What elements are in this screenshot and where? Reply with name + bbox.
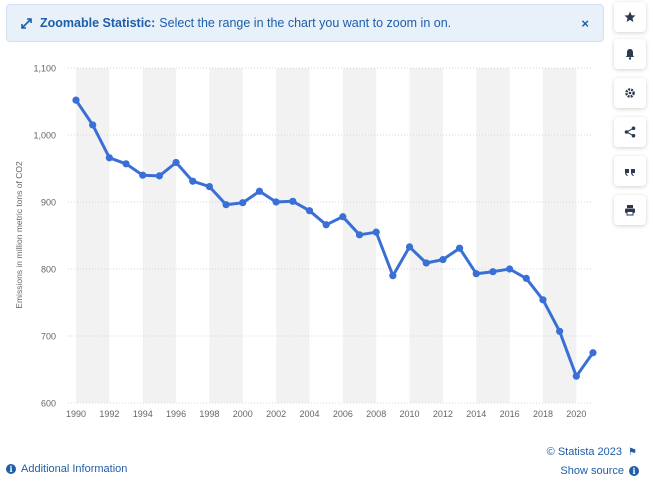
data-point[interactable] [589, 349, 597, 357]
x-axis-ticks: 1990 1992 1994 1996 1998 2000 2002 2004 2006 2008… [66, 409, 586, 419]
x-tick-label: 1990 [66, 409, 86, 419]
data-point[interactable] [422, 259, 430, 267]
banner-title: Zoomable Statistic: [40, 16, 156, 30]
data-point[interactable] [105, 154, 113, 162]
x-tick-label: 2020 [566, 409, 586, 419]
x-tick-label: 2008 [366, 409, 386, 419]
data-point[interactable] [272, 198, 280, 206]
gear-icon [625, 88, 635, 98]
data-point[interactable] [522, 274, 530, 282]
data-points [72, 96, 597, 380]
data-point[interactable] [355, 231, 364, 239]
quote-icon [625, 169, 635, 176]
y-tick-label: 700 [41, 332, 56, 342]
data-point[interactable] [489, 268, 497, 276]
data-point[interactable] [239, 199, 247, 207]
data-point[interactable] [539, 296, 547, 304]
cite-button[interactable] [614, 156, 646, 186]
background-band [209, 68, 243, 403]
x-tick-label: 1992 [99, 409, 119, 419]
background-band [409, 68, 443, 403]
data-point[interactable] [305, 207, 314, 215]
x-tick-label: 2002 [266, 409, 286, 419]
close-banner-button[interactable]: × [581, 16, 589, 31]
show-source-label: Show source [560, 465, 624, 477]
data-point[interactable] [205, 182, 214, 191]
share-button[interactable] [614, 117, 646, 147]
x-tick-label: 1994 [133, 409, 153, 419]
zoom-info-banner: Zoomable Statistic: Select the range in … [6, 4, 604, 42]
data-point[interactable] [389, 272, 397, 280]
print-icon [625, 205, 635, 216]
credit-label: © Statista 2023 [546, 446, 623, 458]
background-band [142, 68, 177, 403]
info-icon: i [629, 466, 639, 476]
x-tick-label: 2000 [233, 409, 253, 419]
data-point[interactable] [556, 327, 564, 335]
x-tick-label: 2010 [400, 409, 420, 419]
flag-icon: ⚑ [628, 446, 637, 458]
additional-information-label: Additional Information [21, 463, 128, 475]
y-tick-label: 800 [41, 265, 56, 275]
x-tick-label: 2006 [333, 409, 353, 419]
plot-background-bands [76, 68, 577, 403]
y-tick-label: 1,000 [33, 131, 56, 141]
data-point[interactable] [89, 121, 97, 129]
data-point[interactable] [222, 201, 230, 209]
background-band [276, 68, 310, 403]
statista-credit[interactable]: © Statista 2023 ⚑ [547, 446, 637, 458]
bell-icon [625, 49, 635, 60]
info-icon: i [6, 464, 16, 474]
y-axis-label: Emissions in million metric tons of CO2 [14, 161, 24, 309]
data-point[interactable] [339, 213, 347, 221]
y-tick-label: 600 [41, 399, 56, 409]
y-axis-ticks: 600 700 800 900 1,000 1,100 [33, 64, 56, 409]
data-point[interactable] [455, 244, 464, 252]
data-point[interactable] [372, 228, 380, 236]
data-point[interactable] [189, 177, 197, 185]
y-tick-label: 1,100 [33, 64, 56, 74]
star-icon [624, 11, 636, 22]
x-tick-label: 1996 [166, 409, 186, 419]
data-point[interactable] [289, 197, 297, 205]
data-point[interactable] [255, 187, 264, 195]
y-tick-label: 900 [41, 198, 56, 208]
additional-information-link[interactable]: i Additional Information [6, 463, 127, 475]
x-tick-label: 1998 [199, 409, 219, 419]
background-band [76, 68, 110, 403]
expand-arrows-icon [21, 17, 32, 29]
data-point[interactable] [439, 256, 447, 264]
data-point[interactable] [506, 265, 514, 273]
background-band [476, 68, 510, 403]
x-tick-label: 2016 [500, 409, 520, 419]
data-point[interactable] [472, 270, 480, 278]
data-point[interactable] [139, 171, 147, 179]
favorite-button[interactable] [614, 2, 646, 32]
data-point[interactable] [172, 158, 180, 167]
data-point[interactable] [155, 172, 163, 180]
print-button[interactable] [614, 195, 646, 225]
data-point[interactable] [572, 372, 580, 380]
data-point[interactable] [405, 243, 414, 251]
x-tick-label: 2018 [533, 409, 553, 419]
banner-message: Select the range in the chart you want t… [159, 16, 452, 30]
plot-grid [68, 67, 593, 404]
settings-button[interactable] [614, 78, 646, 108]
background-band [542, 68, 577, 403]
x-tick-label: 2004 [299, 409, 319, 419]
x-tick-label: 2012 [433, 409, 453, 419]
show-source-link[interactable]: Show source i [560, 465, 639, 477]
data-point[interactable] [122, 160, 130, 168]
share-icon [624, 126, 636, 138]
data-point[interactable] [72, 96, 80, 104]
data-point[interactable] [322, 221, 330, 229]
x-tick-label: 2014 [466, 409, 486, 419]
notification-button[interactable] [614, 39, 646, 69]
